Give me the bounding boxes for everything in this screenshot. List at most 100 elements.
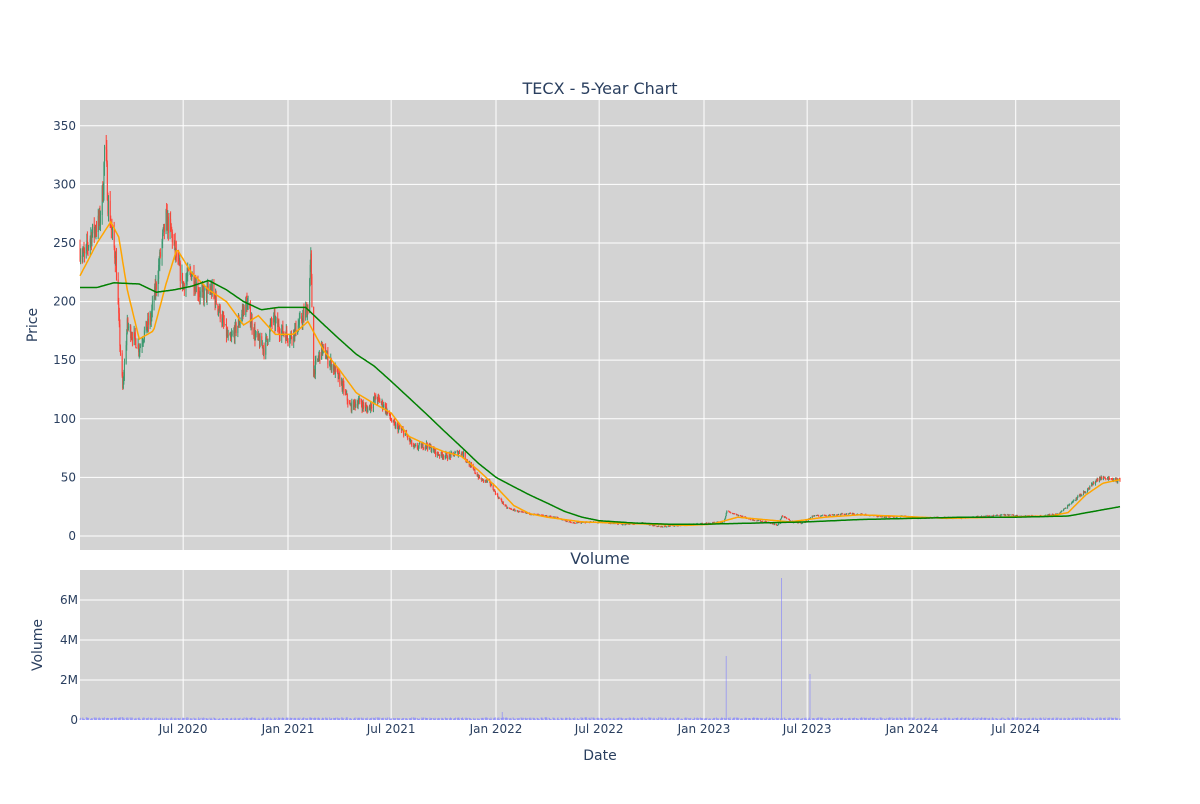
volume-bar <box>169 718 171 720</box>
candle-down <box>221 318 223 324</box>
volume-bar <box>263 718 265 720</box>
volume-bar <box>432 717 434 720</box>
volume-bar <box>800 718 802 720</box>
candle-up <box>1060 512 1062 514</box>
candle-down <box>171 229 173 232</box>
candle-down <box>492 484 494 490</box>
candle-up <box>781 515 783 518</box>
volume-bar <box>803 718 805 720</box>
volume-bar <box>879 717 881 720</box>
candle-down <box>173 242 175 244</box>
volume-bar <box>114 717 116 720</box>
volume-bar <box>105 718 107 720</box>
volume-bar <box>1096 717 1098 720</box>
candle-down <box>1111 479 1113 481</box>
volume-bar <box>1116 717 1118 720</box>
candle-up <box>545 515 547 517</box>
volume-bar <box>772 717 774 720</box>
candle-down <box>540 514 542 516</box>
candle-up <box>457 453 459 456</box>
candle-up <box>1096 479 1098 481</box>
volume-bar <box>725 718 727 720</box>
price-tick-label: 150 <box>53 353 76 367</box>
volume-bar <box>159 717 161 720</box>
candle-down <box>96 230 98 233</box>
candle-down <box>99 212 101 223</box>
volume-bar <box>794 719 796 720</box>
candle-up <box>373 397 375 401</box>
volume-bar <box>490 718 492 720</box>
candle-up <box>367 408 369 413</box>
volume-bar <box>826 718 828 720</box>
candle-up <box>992 515 994 517</box>
volume-bar <box>602 718 604 720</box>
volume-bar <box>290 718 292 720</box>
volume-bar <box>594 718 596 720</box>
volume-bar <box>117 718 119 720</box>
volume-bar <box>82 717 84 720</box>
candle-up <box>845 513 847 515</box>
volume-bar <box>1100 717 1102 720</box>
volume-bar <box>836 718 838 720</box>
volume-bar <box>354 717 356 720</box>
volume-bar <box>211 717 213 720</box>
candle-up <box>518 511 520 512</box>
volume-bar <box>227 718 229 720</box>
volume-bar <box>154 717 156 720</box>
candle-up <box>712 522 714 524</box>
candle-down <box>266 339 268 343</box>
candle-up <box>306 308 308 318</box>
volume-bar <box>840 718 842 720</box>
volume-bar <box>1015 719 1017 720</box>
volume-bar <box>861 717 863 720</box>
candle-down <box>389 412 391 418</box>
volume-bar <box>963 719 965 720</box>
volume-bar <box>203 718 205 720</box>
candle-down <box>457 451 459 456</box>
volume-bar <box>1075 717 1077 720</box>
volume-bar <box>97 718 99 720</box>
volume-bar <box>502 717 504 720</box>
volume-bar <box>960 718 962 720</box>
candle-down <box>86 240 88 246</box>
candle-down <box>883 516 885 518</box>
volume-bar <box>799 718 801 720</box>
volume-bar <box>618 717 620 720</box>
volume-bar <box>626 718 628 720</box>
volume-bar <box>959 719 961 720</box>
volume-bar <box>459 718 461 720</box>
volume-bar <box>178 718 180 720</box>
volume-bar <box>554 718 556 720</box>
candle-up <box>665 526 667 528</box>
candle-down <box>278 330 280 336</box>
candle-up <box>506 507 508 509</box>
volume-bar <box>1111 718 1113 720</box>
volume-bar <box>1005 718 1007 720</box>
volume-bar <box>254 717 256 720</box>
volume-bar <box>1024 718 1026 720</box>
candle-up <box>217 309 219 312</box>
volume-bar <box>681 718 683 720</box>
volume-bar <box>461 718 463 720</box>
candle-up <box>757 520 759 522</box>
candle-up <box>573 522 575 524</box>
candle-down <box>497 496 499 499</box>
candle-down <box>179 262 181 282</box>
volume-bar <box>289 717 291 720</box>
volume-bar <box>947 717 949 720</box>
volume-bar <box>995 718 997 720</box>
volume-bar <box>758 718 760 720</box>
volume-bar <box>933 718 935 720</box>
volume-bar <box>602 718 604 720</box>
volume-bar <box>804 718 806 720</box>
volume-bar <box>310 717 312 720</box>
volume-bar <box>705 718 707 720</box>
volume-bar <box>171 717 173 720</box>
candle-down <box>506 506 508 509</box>
volume-bar <box>257 718 259 720</box>
volume-bar <box>574 717 576 720</box>
volume-bar <box>187 717 189 720</box>
candle-up <box>90 234 92 239</box>
volume-bar <box>940 717 942 720</box>
candle-up <box>580 522 582 524</box>
